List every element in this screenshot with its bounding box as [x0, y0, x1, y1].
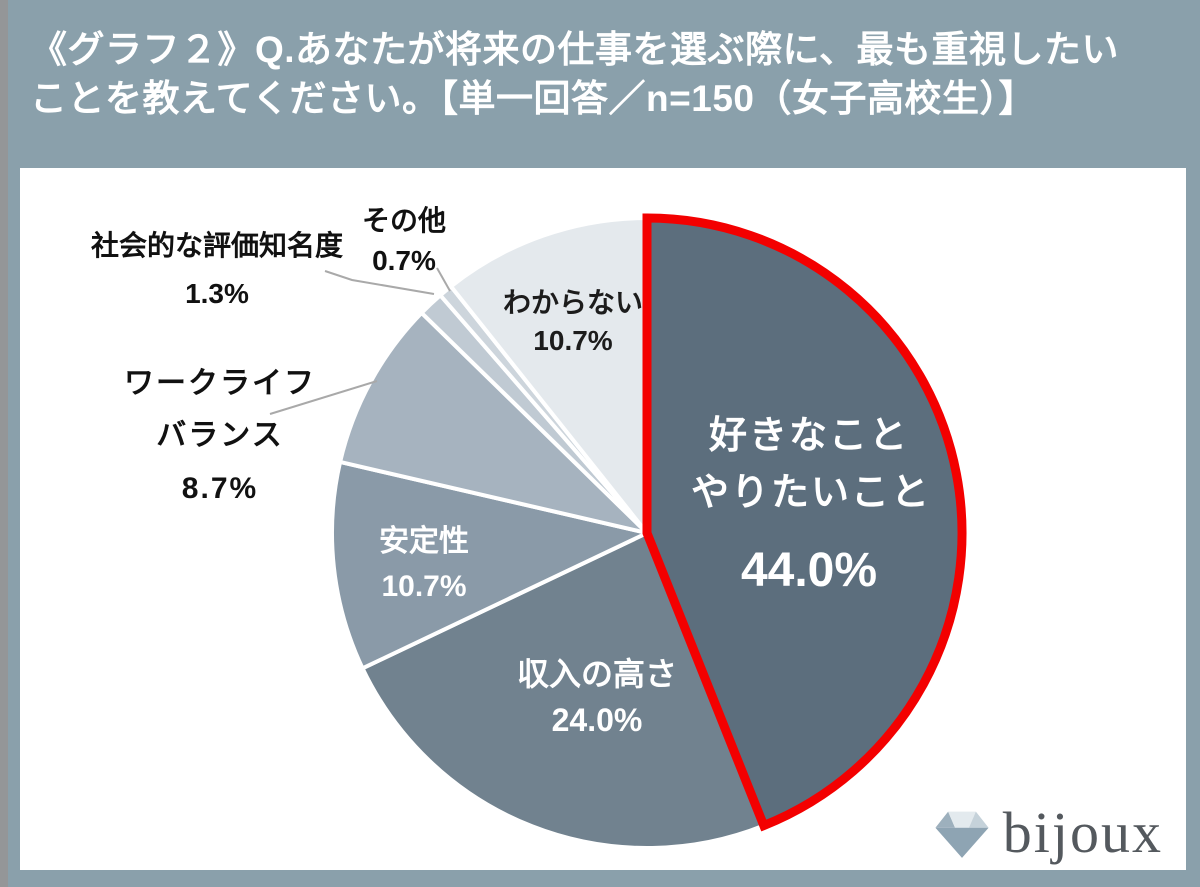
- label-high-income-pct: 24.0%: [552, 702, 643, 738]
- leader-lines-group: [269, 267, 451, 415]
- label-dont-know-pct: 10.7%: [533, 325, 612, 356]
- pie-slice-7: [448, 216, 649, 535]
- header: 《グラフ２》Q.あなたが将来の仕事を選ぶ際に、最も重視したい ことを教えてくださ…: [8, 0, 1200, 168]
- chart-title-line-1: 《グラフ２》Q.あなたが将来の仕事を選ぶ際に、最も重視したい: [30, 29, 1119, 70]
- label-favorite-things-pct: 44.0%: [741, 544, 877, 597]
- highlight-outline-group: [642, 213, 967, 832]
- label-work-life-balance-line1: ワークライフ: [124, 367, 316, 400]
- diamond-facet-left: [935, 811, 955, 828]
- leader-line-other: [436, 267, 451, 292]
- chart-title-line-2: ことを教えてください。【単一回答／n=150（女子高校生）】: [30, 78, 1036, 120]
- leader-line-social-reputation: [324, 270, 435, 295]
- label-other-pct: 0.7%: [372, 245, 436, 276]
- left-edge-strip: [0, 0, 8, 887]
- chart-card: 社会的な評価知名度 1.3% その他 0.7% わからない 10.7% ワークラ…: [20, 168, 1186, 870]
- pie-slice-2: [360, 531, 766, 850]
- diamond-facet-bottom: [935, 827, 989, 858]
- label-work-life-balance-line2: バランス: [156, 419, 283, 452]
- pie-slice-3: [330, 459, 649, 671]
- highlight-outline: [642, 213, 967, 832]
- pie-slice-4: [338, 310, 649, 535]
- label-stability: 安定性: [379, 524, 469, 558]
- label-high-income: 収入の高さ: [517, 656, 677, 692]
- label-favorite-things-line1: 好きなこと: [708, 415, 909, 457]
- brand-logo: bijoux: [933, 804, 1163, 862]
- label-other: その他: [362, 205, 446, 236]
- brand-name: bijoux: [1002, 800, 1163, 865]
- pie-slices-group: [330, 216, 964, 850]
- diamond-facet-top: [947, 811, 976, 828]
- leader-line-work-life-balance: [269, 380, 378, 415]
- diamond-icon: [935, 811, 989, 858]
- label-work-life-balance-pct: 8.7%: [182, 472, 258, 505]
- label-stability-pct: 10.7%: [381, 570, 466, 603]
- label-favorite-things-line2: やりたいこと: [691, 472, 931, 514]
- label-dont-know: わからない: [503, 287, 643, 318]
- slice-labels-group: 社会的な評価知名度 1.3% その他 0.7% わからない 10.7% ワークラ…: [91, 205, 931, 738]
- diamond-facet-right: [968, 811, 989, 828]
- label-social-reputation: 社会的な評価知名度: [91, 229, 343, 261]
- pie-chart: 社会的な評価知名度 1.3% その他 0.7% わからない 10.7% ワークラ…: [91, 205, 967, 850]
- label-social-reputation-pct: 1.3%: [185, 278, 249, 309]
